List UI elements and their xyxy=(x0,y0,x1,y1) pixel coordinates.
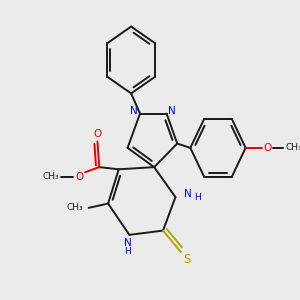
Text: CH₃: CH₃ xyxy=(42,172,59,181)
Text: N: N xyxy=(130,106,138,116)
Text: N: N xyxy=(168,106,176,116)
Text: CH₃: CH₃ xyxy=(285,143,300,152)
Text: O: O xyxy=(263,143,272,153)
Text: N: N xyxy=(124,238,131,248)
Text: O: O xyxy=(76,172,84,182)
Text: CH₃: CH₃ xyxy=(67,203,83,212)
Text: H: H xyxy=(124,247,131,256)
Text: H: H xyxy=(194,194,201,202)
Text: O: O xyxy=(93,129,102,139)
Text: N: N xyxy=(184,189,192,199)
Text: S: S xyxy=(183,253,190,266)
